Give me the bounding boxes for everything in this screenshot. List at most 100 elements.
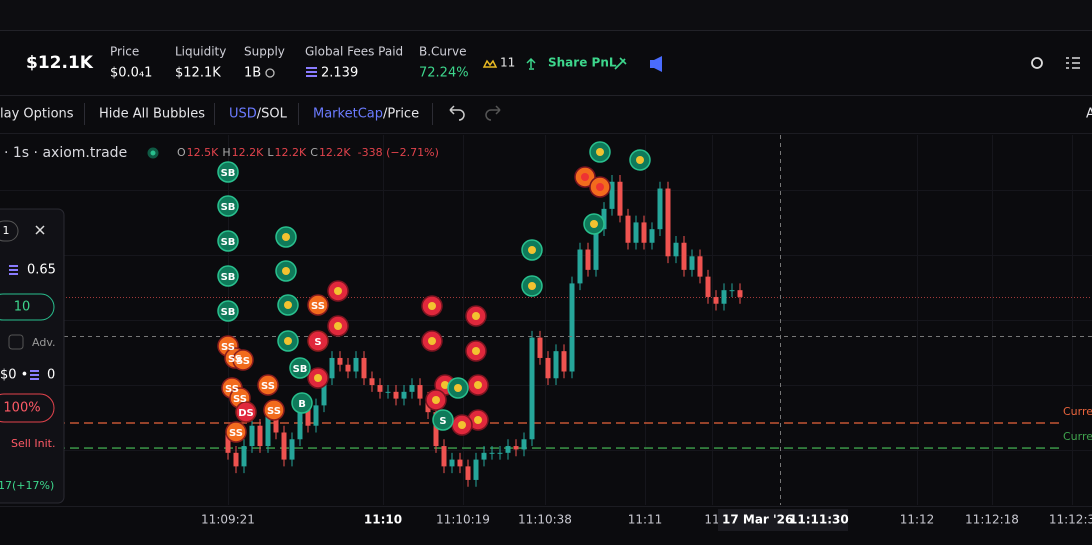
display-options[interactable]: lay Options — [0, 107, 74, 122]
preset: 10 — [14, 300, 31, 315]
trade-bubble[interactable] — [307, 294, 329, 316]
bubble-label: SS — [311, 301, 325, 312]
stat-value: 1B — [244, 66, 261, 81]
megaphone-icon[interactable] — [650, 56, 662, 72]
toolbar-item[interactable]: A — [1086, 107, 1092, 122]
bubble-icon — [590, 220, 598, 228]
candle-body — [713, 296, 719, 304]
bubble-icon — [474, 381, 482, 389]
stat-value: $0.0₄1 — [110, 66, 152, 81]
ohlc-value: 12.2K — [319, 146, 351, 159]
bubble-label: SB — [221, 202, 236, 213]
close-icon[interactable] — [35, 225, 45, 235]
stat-label: Global Fees Paid — [305, 45, 403, 59]
bubble-label: S — [314, 337, 321, 348]
trade-bubble[interactable] — [225, 421, 247, 443]
trade-bubble[interactable] — [257, 374, 279, 396]
candle-body — [257, 425, 263, 447]
candle-body — [377, 385, 383, 392]
x-tick-label: 11:12:3 — [1049, 513, 1092, 527]
share-button[interactable]: Share PnL — [548, 56, 617, 70]
candle-body — [585, 249, 591, 270]
trade-bubble[interactable] — [217, 300, 239, 322]
stat-label: Supply — [244, 45, 285, 59]
bubble-icon — [428, 302, 436, 310]
candle-body — [577, 249, 583, 284]
candle-body — [265, 412, 271, 447]
status-dot — [147, 147, 159, 159]
market-cap: $12.1K — [26, 53, 94, 73]
percent-button[interactable] — [0, 393, 55, 423]
trade-bubble[interactable] — [432, 409, 454, 431]
bubble-label: SS — [261, 381, 275, 392]
candle-body — [641, 222, 647, 243]
bubble-icon — [528, 246, 536, 254]
candle-body — [529, 337, 535, 440]
bubble-icon — [432, 396, 440, 404]
settings-icon[interactable] — [1031, 57, 1043, 69]
x-tick-label: 11:12:18 — [965, 513, 1019, 527]
candle-body — [521, 439, 527, 450]
bubble-label: SS — [228, 354, 242, 365]
trade-bubble[interactable] — [289, 357, 311, 379]
trade-bubble[interactable] — [217, 195, 239, 217]
candle-body — [657, 188, 663, 230]
pin-icon — [614, 57, 627, 70]
stat-label: Liquidity — [175, 45, 226, 59]
ohlc-value: 12.5K — [187, 146, 219, 159]
candle-body — [289, 439, 295, 460]
candle-body — [505, 446, 511, 453]
trade-bubble[interactable] — [235, 401, 257, 423]
trade-bubble[interactable] — [291, 392, 313, 414]
share-icon — [526, 57, 536, 70]
balance-sol: 0 — [47, 368, 55, 383]
candle-body — [681, 242, 687, 270]
trade-bubble[interactable] — [263, 399, 285, 421]
candle-body — [353, 357, 359, 372]
undo-icon[interactable] — [449, 105, 465, 121]
candle-body — [449, 459, 455, 467]
bubble-label: SB — [293, 364, 308, 375]
refresh-icon — [265, 68, 275, 78]
candle-body — [665, 188, 671, 257]
stat-value: 72.24% — [419, 66, 469, 81]
redo-icon[interactable] — [485, 105, 501, 121]
list-icon[interactable] — [1066, 57, 1080, 69]
candle-body — [305, 405, 311, 426]
bubble-label: DS — [238, 408, 254, 419]
trade-bubble[interactable] — [307, 330, 329, 352]
candle-body — [561, 351, 567, 372]
ohlc-value: 12.2K — [232, 146, 264, 159]
percent: 100% — [3, 401, 40, 416]
candle-body — [465, 466, 471, 480]
trade-bubble[interactable] — [232, 349, 254, 371]
crosshair-date: 17 Mar '26 — [722, 513, 793, 527]
bubble-icon — [282, 233, 290, 241]
candle-body — [321, 378, 327, 406]
adv: Adv. — [32, 336, 55, 349]
currency-toggle[interactable]: /SOL — [257, 107, 288, 122]
x-tick-label: 11:09:21 — [201, 513, 255, 527]
candle-body — [329, 357, 335, 379]
mode-toggle[interactable]: /Price — [383, 107, 419, 122]
candle-body — [273, 412, 279, 433]
candle-body — [233, 452, 239, 467]
ohlc-value: C — [310, 146, 318, 159]
preset-button[interactable] — [0, 293, 55, 321]
bubble-icon — [314, 374, 322, 382]
bubble-icon — [636, 156, 644, 164]
mode-toggle[interactable]: MarketCap — [313, 107, 383, 122]
crosshair-label-bg — [718, 509, 848, 531]
trade-bubble[interactable] — [217, 161, 239, 183]
trade-bubble[interactable] — [217, 230, 239, 252]
trade-bubble[interactable] — [217, 265, 239, 287]
hide-bubbles[interactable]: Hide All Bubbles — [99, 107, 205, 122]
bubble-icon — [282, 267, 290, 275]
sell-init[interactable]: Sell Init. — [11, 437, 55, 450]
candle-body — [617, 181, 623, 216]
adv-checkbox[interactable] — [8, 334, 24, 350]
currency-toggle[interactable]: USD — [229, 107, 257, 122]
candle-body — [393, 391, 399, 399]
candle-body — [337, 357, 343, 365]
